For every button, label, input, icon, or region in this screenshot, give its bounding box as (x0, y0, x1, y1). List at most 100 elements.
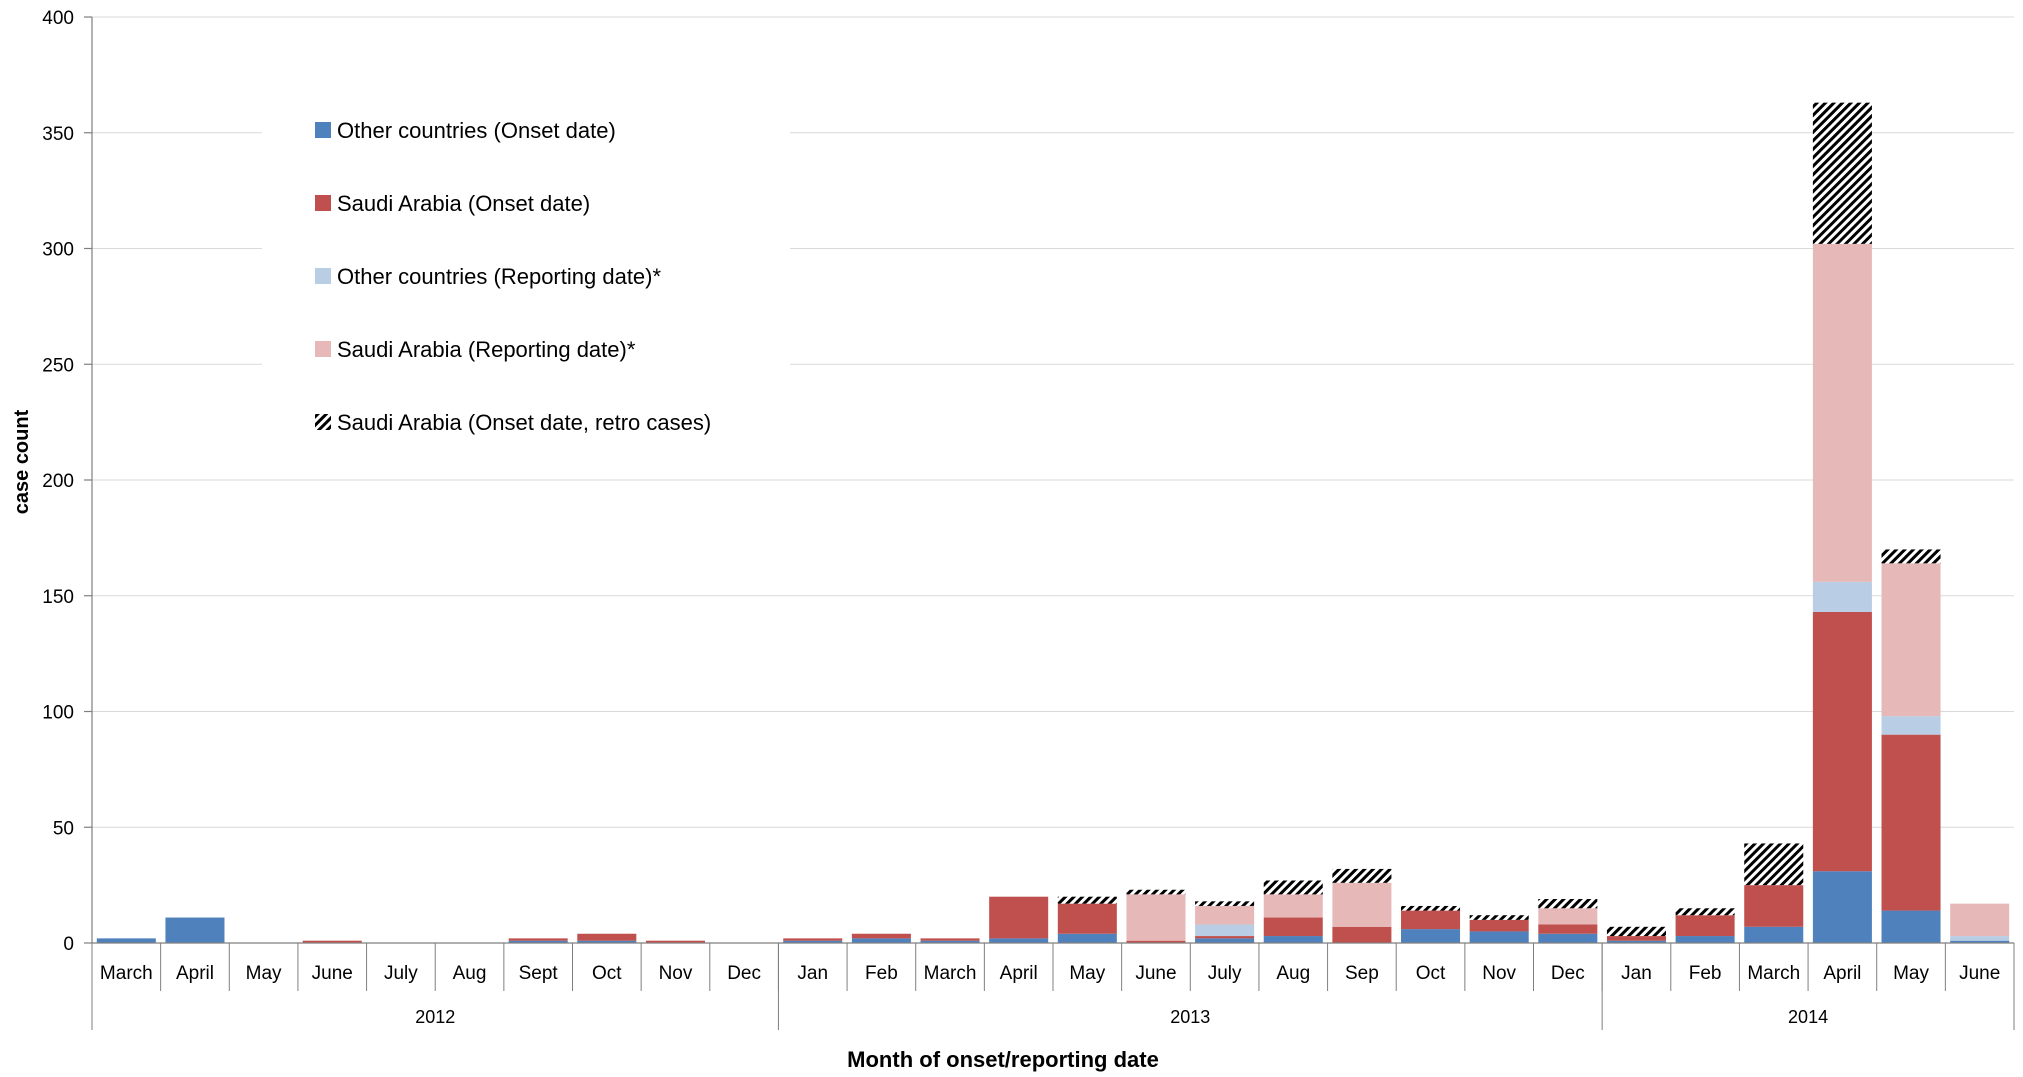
bar-segment (1744, 843, 1804, 886)
bar-segment (851, 938, 911, 943)
legend-swatch (315, 268, 331, 284)
x-tick-label: July (1208, 963, 1242, 984)
bar-segment (1675, 908, 1735, 916)
bar-segment (1675, 915, 1735, 937)
x-tick-label: Sep (1345, 963, 1379, 984)
y-tick-label: 100 (42, 703, 74, 724)
bar-segment (783, 940, 843, 943)
x-tick-label: Nov (659, 963, 693, 984)
bar-segment (1950, 903, 2010, 937)
y-tick-label: 150 (42, 587, 74, 608)
x-tick-label: June (1959, 963, 2000, 984)
x-tick-label: Feb (865, 963, 898, 984)
bar-segment (1126, 894, 1186, 941)
y-tick-label: 50 (53, 818, 74, 839)
bar-segment (1332, 882, 1392, 927)
x-axis-label: Month of onset/reporting date (847, 1047, 1159, 1072)
x-tick-label: Sept (519, 963, 559, 984)
axes (84, 16, 2015, 1030)
bar-segment (1057, 903, 1117, 934)
bar-segment (1195, 924, 1255, 937)
bar-segment (1881, 910, 1941, 943)
x-tick-label: May (1069, 963, 1105, 984)
bar-segment (508, 938, 568, 941)
y-tick-label: 250 (42, 355, 74, 376)
x-tick-label: March (100, 963, 153, 984)
bar-segment (1881, 716, 1941, 735)
bar-segment (1538, 908, 1598, 925)
bar-segment (851, 933, 911, 939)
x-tick-label: Oct (592, 963, 622, 984)
bar-segment (1538, 899, 1598, 909)
bar-segment (1606, 936, 1666, 941)
bar-segment (1950, 940, 2010, 943)
x-tick-label: Feb (1689, 963, 1722, 984)
bar-segment (1263, 936, 1323, 943)
bar-segment (989, 938, 1049, 943)
bar-segment (302, 940, 362, 943)
bar-segment (1263, 894, 1323, 918)
x-tick-label: Jan (1621, 963, 1652, 984)
legend-label: Saudi Arabia (Onset date, retro cases) (337, 410, 711, 435)
x-tick-label: April (1000, 963, 1038, 984)
bar-segment (1469, 931, 1529, 943)
x-tick-label: June (312, 963, 353, 984)
bar-segment (1195, 936, 1255, 939)
bar-segment (1744, 885, 1804, 927)
bar-segment (577, 940, 637, 943)
bar-segment (1126, 940, 1186, 943)
x-tick-label: July (384, 963, 418, 984)
bar-segment (1401, 910, 1461, 930)
bar-segment (1057, 896, 1117, 904)
y-tick-label: 400 (42, 8, 74, 29)
bar-segment (1744, 926, 1804, 943)
bar-segment (1332, 926, 1392, 943)
legend-label: Other countries (Reporting date)* (337, 264, 661, 289)
bar-segment (1881, 734, 1941, 911)
legend-label: Saudi Arabia (Onset date) (337, 191, 590, 216)
bar-segment (783, 938, 843, 941)
year-group-label: 2013 (1170, 1007, 1210, 1027)
legend-swatch (315, 122, 331, 138)
legend: Other countries (Onset date) Saudi Arabia… (262, 110, 790, 450)
bar-segment (989, 896, 1049, 939)
x-tick-label: Nov (1482, 963, 1516, 984)
y-tick-label: 300 (42, 240, 74, 261)
bar-segment (1401, 929, 1461, 943)
legend-label: Saudi Arabia (Reporting date)* (337, 337, 636, 362)
x-tick-label: April (176, 963, 214, 984)
bar-segment (1057, 933, 1117, 943)
legend-label: Other countries (Onset date) (337, 118, 616, 143)
bar-segment (1538, 924, 1598, 934)
year-group-labels: 2012 2013 2014 (415, 1007, 1828, 1027)
y-tick-labels: 0 50 100 150 200 250 300 350 400 (42, 8, 74, 955)
bar-segment (1538, 933, 1598, 943)
x-tick-label: Dec (727, 963, 761, 984)
x-tick-label: June (1135, 963, 1176, 984)
bar-segment (1812, 243, 1872, 582)
x-tick-label: Oct (1416, 963, 1446, 984)
bar-segment (1606, 926, 1666, 937)
x-tick-label: Jan (797, 963, 828, 984)
bar-segment (1606, 940, 1666, 943)
bar-segment (1812, 611, 1872, 872)
bar-segment (508, 940, 568, 943)
bar-segment (1263, 880, 1323, 895)
x-tick-label: May (1893, 963, 1929, 984)
y-axis-label: case count (11, 409, 33, 514)
legend-swatch (315, 414, 331, 430)
bar-segment (1469, 915, 1529, 920)
x-tick-label: March (1747, 963, 1800, 984)
legend-background (262, 110, 790, 450)
x-tick-label: March (924, 963, 977, 984)
y-tick-label: 0 (63, 934, 74, 955)
bar-segment (1263, 917, 1323, 937)
x-tick-label: Dec (1551, 963, 1585, 984)
bar-segment (96, 938, 156, 943)
x-tick-label: May (246, 963, 282, 984)
bar-segment (1881, 563, 1941, 717)
bar-segment (920, 938, 980, 941)
bar-segment (1195, 905, 1255, 925)
